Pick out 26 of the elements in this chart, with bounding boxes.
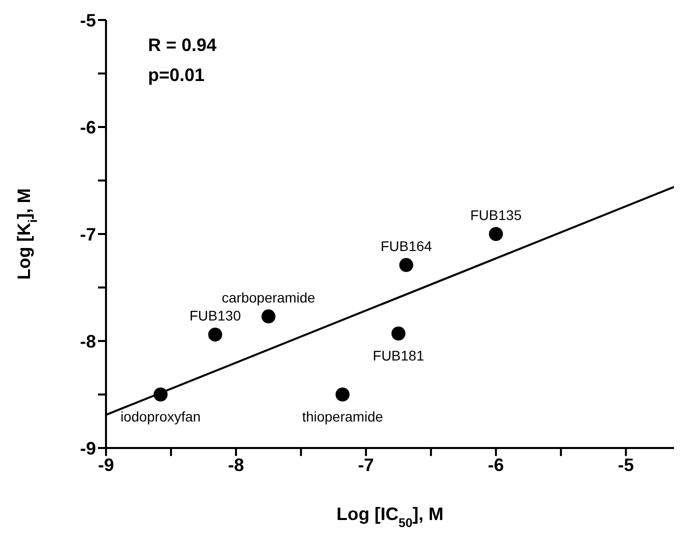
- y-tick-label: -9: [80, 438, 96, 458]
- x-tick-label: -6: [488, 454, 504, 475]
- x-axis-title: Log [IC$_{50}$], M: [336, 504, 444, 530]
- point: [336, 388, 350, 402]
- annotation: thioperamide: [302, 408, 384, 424]
- point: [261, 309, 276, 324]
- annotation: FUB135: [470, 207, 522, 223]
- y-tick-label: -6: [80, 117, 96, 138]
- annotation: FUB181: [372, 348, 424, 364]
- annotation: p=0.01: [148, 64, 206, 87]
- x-tick-label: -9: [98, 454, 114, 475]
- y-tick-label: -7: [80, 224, 96, 244]
- point: [208, 328, 222, 342]
- y-tick-label: -5: [80, 10, 96, 30]
- x-tick-label: -5: [618, 454, 634, 475]
- point: [399, 258, 414, 272]
- annotation: FUB130: [190, 308, 242, 324]
- x-tick-label: -8: [228, 454, 244, 475]
- y-tick-label: -8: [80, 331, 96, 352]
- annotation: iodoproxyfan: [120, 408, 201, 424]
- point: [488, 227, 503, 241]
- annotation: FUB164: [380, 238, 432, 254]
- annotation: carboperamide: [222, 289, 316, 306]
- point: [391, 326, 406, 341]
- annotation: R = 0.94: [148, 34, 217, 57]
- x-tick-label: -7: [358, 454, 374, 475]
